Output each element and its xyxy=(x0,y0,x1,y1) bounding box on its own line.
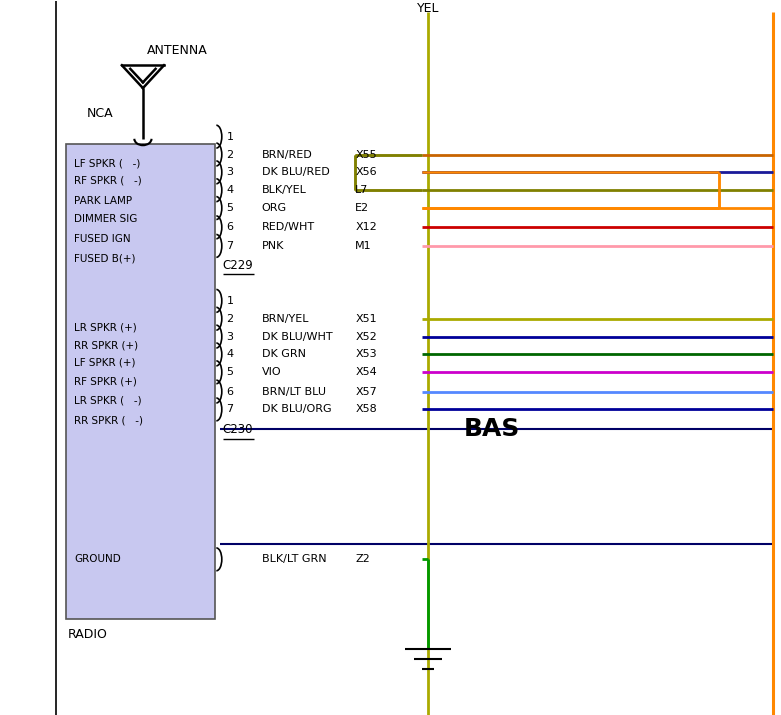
Text: 3: 3 xyxy=(226,167,234,177)
Text: BRN/YEL: BRN/YEL xyxy=(262,314,309,324)
Text: PARK LAMP: PARK LAMP xyxy=(74,196,132,206)
Text: YEL: YEL xyxy=(417,1,439,14)
Text: LF SPKR (   -): LF SPKR ( -) xyxy=(74,158,141,168)
Text: C230: C230 xyxy=(223,423,253,436)
Text: FUSED B(+): FUSED B(+) xyxy=(74,253,136,263)
Text: DIMMER SIG: DIMMER SIG xyxy=(74,214,137,224)
Text: 2: 2 xyxy=(226,314,234,324)
Text: DK BLU/RED: DK BLU/RED xyxy=(262,167,330,177)
Text: 3: 3 xyxy=(226,332,234,342)
Text: BRN/LT BLU: BRN/LT BLU xyxy=(262,387,326,397)
Text: GROUND: GROUND xyxy=(74,554,121,564)
Text: DK BLU/ORG: DK BLU/ORG xyxy=(262,405,331,415)
Text: E2: E2 xyxy=(355,203,369,213)
Text: NCA: NCA xyxy=(87,107,113,120)
Text: X55: X55 xyxy=(355,149,377,159)
Text: BAS: BAS xyxy=(464,418,520,441)
Text: 5: 5 xyxy=(226,368,234,378)
Text: RR SPKR (   -): RR SPKR ( -) xyxy=(74,415,143,425)
Text: 6: 6 xyxy=(226,387,234,397)
Text: X57: X57 xyxy=(355,387,377,397)
Text: 7: 7 xyxy=(226,241,234,251)
Text: 4: 4 xyxy=(226,350,234,360)
Text: X54: X54 xyxy=(355,368,377,378)
Text: 5: 5 xyxy=(226,203,234,213)
Text: M1: M1 xyxy=(355,241,372,251)
Text: ANTENNA: ANTENNA xyxy=(147,44,208,57)
Text: Z2: Z2 xyxy=(355,554,370,564)
Text: RF SPKR (+): RF SPKR (+) xyxy=(74,377,137,387)
Text: LR SPKR (+): LR SPKR (+) xyxy=(74,322,137,332)
Text: C229: C229 xyxy=(223,259,253,272)
Text: 6: 6 xyxy=(226,222,234,232)
Text: BLK/LT GRN: BLK/LT GRN xyxy=(262,554,326,564)
Text: BRN/RED: BRN/RED xyxy=(262,149,312,159)
Text: X56: X56 xyxy=(355,167,377,177)
Text: PNK: PNK xyxy=(262,241,284,251)
Text: RF SPKR (   -): RF SPKR ( -) xyxy=(74,176,142,186)
Text: 2: 2 xyxy=(226,149,234,159)
Text: X58: X58 xyxy=(355,405,377,415)
Text: DK BLU/WHT: DK BLU/WHT xyxy=(262,332,332,342)
Text: X52: X52 xyxy=(355,332,377,342)
Text: X51: X51 xyxy=(355,314,377,324)
Text: RR SPKR (+): RR SPKR (+) xyxy=(74,340,138,350)
FancyBboxPatch shape xyxy=(66,144,215,618)
Text: VIO: VIO xyxy=(262,368,281,378)
Text: DK GRN: DK GRN xyxy=(262,350,305,360)
Text: X53: X53 xyxy=(355,350,377,360)
Text: RED/WHT: RED/WHT xyxy=(262,222,315,232)
Text: ORG: ORG xyxy=(262,203,287,213)
Text: 7: 7 xyxy=(226,405,234,415)
Text: LF SPKR (+): LF SPKR (+) xyxy=(74,358,136,368)
Text: LR SPKR (   -): LR SPKR ( -) xyxy=(74,396,142,406)
Text: 1: 1 xyxy=(226,132,234,142)
Text: 1: 1 xyxy=(226,296,234,306)
Text: FUSED IGN: FUSED IGN xyxy=(74,234,131,244)
Text: 4: 4 xyxy=(226,185,234,195)
Text: BLK/YEL: BLK/YEL xyxy=(262,185,306,195)
Text: X12: X12 xyxy=(355,222,377,232)
Text: L7: L7 xyxy=(355,185,369,195)
Text: RADIO: RADIO xyxy=(68,628,108,641)
